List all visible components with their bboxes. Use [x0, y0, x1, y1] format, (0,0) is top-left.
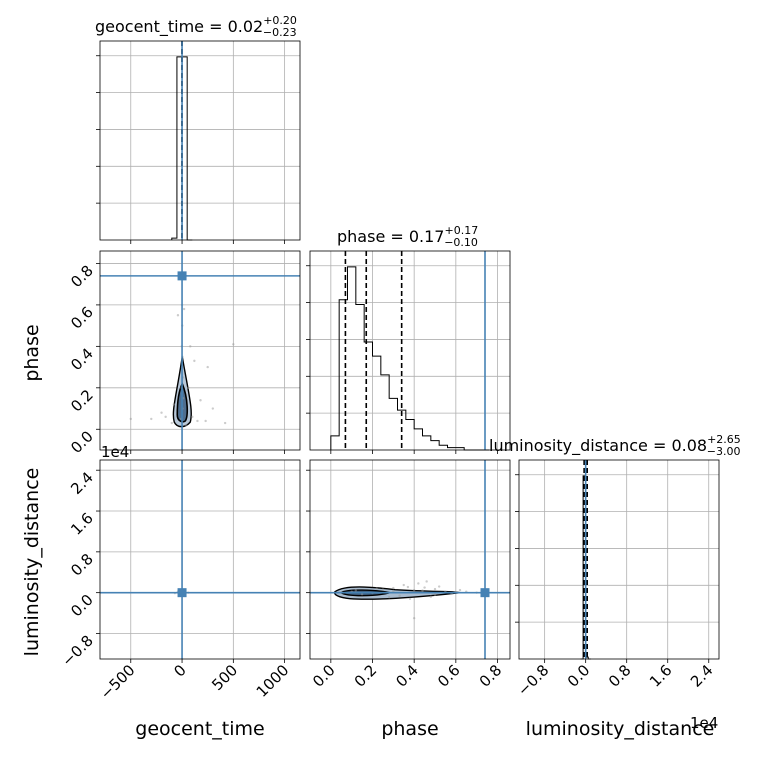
frame-layer: [99, 40, 720, 660]
scatter-point-phase_vs_luminosity_distance-14: [429, 595, 433, 598]
ylabel-phase: phase: [21, 324, 43, 381]
offset-label-col3: 1e4: [690, 714, 718, 732]
xtick-label-luminosity_distance-1: 0.0: [564, 661, 594, 691]
scatter-point-phase_vs_luminosity_distance-15: [412, 616, 416, 620]
scatter-point-geocent_time_vs_phase-27: [191, 415, 194, 419]
panel-frame-1-1: [309, 250, 511, 451]
ytick-label-phase-0: 0.0: [67, 427, 97, 457]
ytick-label-luminosity_distance-3: 1.6: [67, 509, 97, 539]
truth-marker-2-1: [480, 588, 490, 598]
scatter-point-phase_vs_luminosity_distance-25: [421, 589, 424, 592]
truth-layer: [100, 41, 587, 659]
xlabel-luminosity-distance: luminosity_distance: [526, 718, 715, 740]
scatter-point-phase_vs_luminosity_distance-21: [398, 594, 401, 597]
panel-frame-0-0: [99, 40, 301, 241]
scatter-point-phase_vs_luminosity_distance-28: [458, 588, 462, 592]
xlabel-geocent-time: geocent_time: [135, 718, 264, 740]
scatter-point-phase_vs_luminosity_distance-24: [354, 589, 358, 592]
scatter-point-geocent_time_vs_phase-18: [206, 365, 209, 369]
panel-frame-1-0: [99, 250, 301, 451]
xtick-label-luminosity_distance-3: 1.6: [646, 661, 676, 691]
scatter-point-phase_vs_luminosity_distance-19: [437, 585, 441, 588]
scatter-point-phase_vs_luminosity_distance-4: [412, 588, 416, 592]
scatter-point-geocent_time_vs_phase-26: [160, 411, 163, 414]
histogram-phase: [330, 266, 490, 451]
ytick-label-phase-1: 0.2: [67, 386, 97, 416]
panel-frame-2-2: [518, 459, 720, 660]
scatter-point-geocent_time_vs_phase-25: [199, 399, 202, 402]
scatter-point-geocent_time_vs_phase-23: [187, 386, 190, 390]
ytick-label-phase-4: 0.8: [67, 262, 97, 292]
scatter-point-geocent_time_vs_phase-17: [193, 359, 196, 363]
scatter-point-geocent_time_vs_phase-19: [189, 345, 192, 348]
scatter-point-phase_vs_luminosity_distance-3: [392, 589, 395, 593]
xtick-label-phase-0: 0.0: [309, 661, 339, 691]
xtick-label-geocent_time-2: 500: [208, 661, 241, 694]
scatter-point-phase_vs_luminosity_distance-12: [408, 597, 412, 600]
panel-frame-2-0: [99, 459, 301, 660]
xtick-label-luminosity_distance-2: 0.8: [605, 661, 635, 691]
xtick-label-luminosity_distance-0: −0.8: [514, 661, 552, 699]
histogram-geocent_time: [171, 56, 193, 241]
scatter-point-phase_vs_luminosity_distance-16: [392, 586, 395, 590]
scatter-point-phase_vs_luminosity_distance-26: [406, 585, 410, 589]
scatter-point-phase_vs_luminosity_distance-5: [423, 586, 426, 589]
scatter-point-phase_vs_luminosity_distance-6: [433, 593, 437, 596]
grid-layer: [100, 41, 719, 659]
scatter-point-phase_vs_luminosity_distance-29: [433, 587, 437, 591]
scatter-point-geocent_time_vs_phase-21: [176, 314, 180, 317]
xtick-label-phase-3: 0.6: [434, 661, 464, 691]
histogram-and-contour-layer: [171, 41, 591, 660]
scatter-point-phase_vs_luminosity_distance-10: [402, 583, 405, 587]
title-luminosity-distance: luminosity_distance = 0.08+2.65 −3.00: [489, 433, 741, 458]
ytick-label-phase-3: 0.6: [67, 303, 97, 333]
xtick-label-phase-1: 0.2: [351, 661, 381, 691]
ytick-label-luminosity_distance-1: 0.0: [67, 591, 97, 621]
scatter-point-phase_vs_luminosity_distance-22: [375, 587, 378, 590]
offset-label-row2: 1e4: [101, 443, 129, 461]
panel-frame-2-1: [309, 459, 511, 660]
truth-marker-1-0: [177, 271, 187, 281]
ytick-label-phase-2: 0.4: [67, 344, 97, 374]
xlabel-phase: phase: [381, 718, 438, 740]
xtick-label-luminosity_distance-4: 2.4: [687, 661, 717, 691]
xtick-label-geocent_time-3: 1000: [253, 661, 293, 701]
xtick-label-phase-2: 0.4: [392, 661, 422, 691]
scatter-point-geocent_time_vs_phase-12: [150, 417, 153, 421]
xtick-label-geocent_time-1: 0: [170, 661, 189, 680]
truth-marker-2-0: [177, 588, 187, 598]
density-fill-layer: [172, 356, 461, 600]
scatter-point-geocent_time_vs_phase-28: [170, 421, 173, 425]
ylabel-luminosity-distance: luminosity_distance: [21, 468, 43, 657]
xtick-label-phase-4: 0.8: [476, 661, 506, 691]
scatter-point-geocent_time_vs_phase-11: [164, 415, 167, 419]
scatter-point-phase_vs_luminosity_distance-11: [417, 582, 420, 585]
scatter-point-geocent_time_vs_phase-14: [223, 421, 227, 425]
scatter-point-geocent_time_vs_phase-22: [182, 307, 186, 311]
scatter-point-geocent_time_vs_phase-16: [211, 407, 215, 410]
ytick-label-luminosity_distance-4: 2.4: [67, 468, 97, 498]
xtick-label-geocent_time-0: −500: [97, 661, 139, 703]
scatter-point-geocent_time_vs_phase-13: [204, 419, 207, 423]
scatter-point-geocent_time_vs_phase-24: [172, 403, 176, 406]
scatter-point-geocent_time_vs_phase-15: [129, 417, 132, 421]
tick-layer: 0.0 0.2 0.4 0.6 0.8 −500 0 500 1000 −0.8 0.0 0.8 1.6…: [58, 55, 717, 703]
scatter-point-phase_vs_luminosity_distance-20: [425, 580, 428, 583]
scatter-point-geocent_time_vs_phase-20: [232, 343, 235, 346]
scatter-point-geocent_time_vs_phase-10: [196, 419, 199, 423]
title-geocent-time: geocent_time = 0.02+0.20 −0.23: [95, 14, 297, 39]
ytick-label-luminosity_distance-2: 0.8: [67, 550, 97, 580]
scatter-point-phase_vs_luminosity_distance-17: [360, 592, 364, 596]
ytick-label-luminosity_distance-0: −0.8: [58, 632, 96, 670]
scatter-point-phase_vs_luminosity_distance-13: [381, 588, 385, 591]
scatter-point-geocent_time_vs_phase-29: [184, 423, 188, 427]
scatter-point-phase_vs_luminosity_distance-27: [387, 596, 391, 599]
title-phase: phase = 0.17+0.17 −0.10: [337, 224, 478, 249]
